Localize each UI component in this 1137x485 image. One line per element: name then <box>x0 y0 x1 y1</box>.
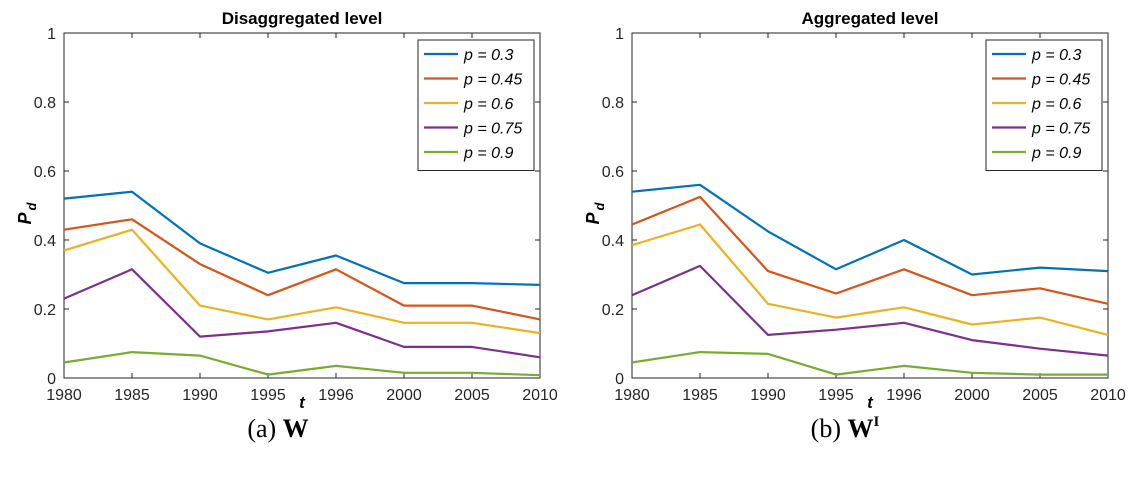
legend-box <box>417 39 535 171</box>
y-axis-label-subscript: d <box>592 201 607 210</box>
caption-a: (a) W <box>247 414 308 444</box>
y-tick-label: 1 <box>47 26 56 43</box>
caption-b: (b) WI <box>811 414 880 444</box>
chart-disaggregated: Disaggregated level 0 0.2 0.4 0.6 0.8 1 1980 198… <box>15 9 558 410</box>
x-tick-label: 1980 <box>614 387 650 404</box>
series-line-2 <box>631 223 1109 336</box>
series-line-0 <box>631 183 1109 276</box>
y-tick-label: 0.4 <box>602 233 624 250</box>
legend-entry: p = 0.6 <box>463 96 513 113</box>
legend-entry: p = 0.75 <box>463 121 522 138</box>
x-tick-label: 2010 <box>1090 387 1126 404</box>
legend-entry: p = 0.75 <box>1031 121 1090 138</box>
panel-disaggregated: Disaggregated level 0 0.2 0.4 0.6 0.8 1 1980 198… <box>0 0 568 485</box>
y-tick-label: 0.2 <box>602 302 624 319</box>
x-tick-label: 2010 <box>522 387 558 404</box>
x-tick-label: 2000 <box>954 387 990 404</box>
y-tick-label: 0.6 <box>34 164 56 181</box>
x-tick-label: 1996 <box>318 387 354 404</box>
legend-box <box>985 39 1103 171</box>
x-tick-label: 1995 <box>818 387 854 404</box>
x-tick-label: 1990 <box>750 387 786 404</box>
y-tick-label: 1 <box>615 26 624 43</box>
series-line-2 <box>63 228 541 335</box>
x-tick-label: 2000 <box>386 387 422 404</box>
x-axis-label: t <box>299 393 306 410</box>
x-tick-label: 1985 <box>682 387 718 404</box>
y-tick-label: 0.6 <box>602 164 624 181</box>
x-tick-label: 1995 <box>250 387 286 404</box>
y-tick-label: 0 <box>47 371 56 388</box>
legend-entry: p = 0.9 <box>463 145 513 162</box>
series-line-3 <box>63 268 541 359</box>
panel-aggregated: Aggregated level 0 0.2 0.4 0.6 0.8 1 1980 1985 19… <box>568 0 1136 485</box>
x-axis-label: t <box>867 393 874 410</box>
y-tick-label: 0 <box>615 371 624 388</box>
legend-entry: p = 0.3 <box>1031 47 1081 64</box>
chart-title: Disaggregated level <box>222 9 383 28</box>
chart-aggregated: Aggregated level 0 0.2 0.4 0.6 0.8 1 1980 1985 19… <box>583 9 1126 410</box>
x-tick-label: 2005 <box>454 387 490 404</box>
series-line-4 <box>631 351 1108 376</box>
x-tick-label: 1990 <box>182 387 218 404</box>
caption-b-superscript: I <box>873 414 880 430</box>
legend-entry: p = 0.6 <box>1031 96 1081 113</box>
legend-entry: p = 0.9 <box>1031 145 1081 162</box>
caption-b-symbol: W <box>847 414 874 443</box>
legend-entry: p = 0.45 <box>463 72 522 89</box>
legend-entry: p = 0.45 <box>1031 72 1090 89</box>
caption-a-label: (a) <box>247 414 277 443</box>
y-tick-label: 0.4 <box>34 233 56 250</box>
series-line-3 <box>631 264 1109 357</box>
y-tick-label: 0.2 <box>34 302 56 319</box>
series-line-0 <box>63 190 541 286</box>
legend-entry: p = 0.3 <box>463 47 513 64</box>
y-axis-label: Pd <box>15 201 39 224</box>
y-axis-label: Pd <box>583 201 607 224</box>
series-line-1 <box>63 218 541 321</box>
y-tick-label: 0.8 <box>34 95 56 112</box>
series-line-1 <box>631 195 1109 305</box>
chart-title: Aggregated level <box>802 9 939 28</box>
x-tick-label: 2005 <box>1022 387 1058 404</box>
y-axis-label-subscript: d <box>24 201 39 210</box>
caption-b-label: (b) <box>810 414 841 443</box>
x-tick-label: 1980 <box>46 387 82 404</box>
x-tick-label: 1985 <box>114 387 150 404</box>
series-line-4 <box>63 351 541 377</box>
y-tick-label: 0.8 <box>602 95 624 112</box>
caption-a-symbol: W <box>282 414 309 443</box>
x-tick-label: 1996 <box>886 387 922 404</box>
